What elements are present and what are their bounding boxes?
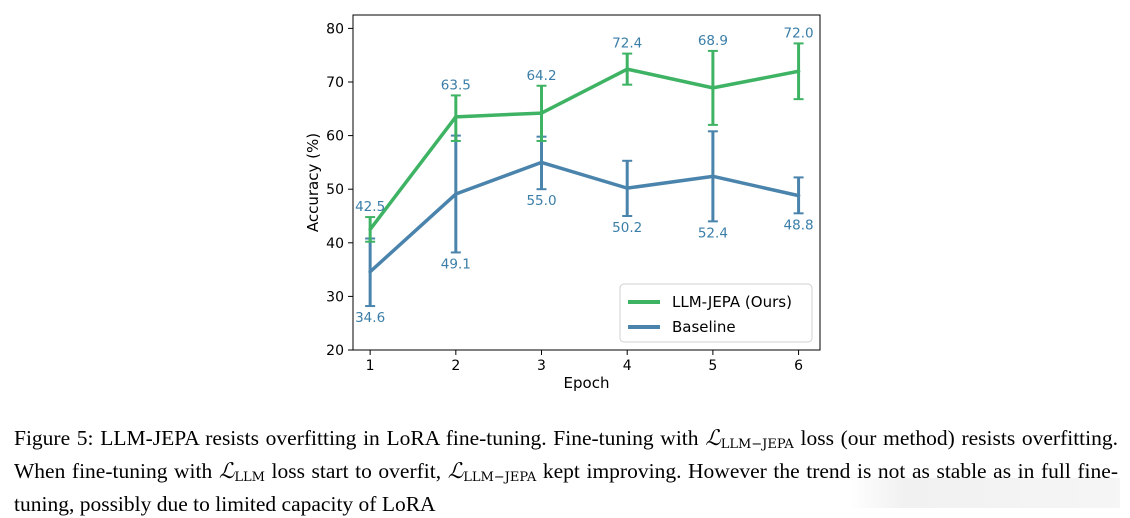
figure-caption: Figure 5: LLM-JEPA resists overfitting i… bbox=[14, 425, 1118, 518]
series-0 bbox=[365, 42, 804, 243]
x-tick-label-0: 1 bbox=[366, 358, 375, 374]
accuracy-line-chart: 20 30 40 50 60 70 80 1 2 3 4 5 6 Epoch Accuracy (%) 42.… bbox=[304, 14, 821, 392]
series-line-0 bbox=[368, 67, 801, 232]
figure: 20 30 40 50 60 70 80 1 2 3 4 5 6 Epoch Accuracy (%) 42.… bbox=[304, 14, 821, 392]
watermark-overlay bbox=[850, 478, 1120, 508]
data-label-1-5: 48.8 bbox=[784, 217, 814, 233]
data-label-0-3: 72.4 bbox=[612, 36, 642, 52]
data-label-0-2: 64.2 bbox=[526, 68, 556, 84]
y-axis-title: Accuracy (%) bbox=[304, 133, 322, 232]
caption-middle-2: loss start to overfit, bbox=[264, 459, 448, 483]
data-label-1-4: 52.4 bbox=[698, 225, 728, 241]
y-tick-label-3: 50 bbox=[326, 182, 344, 198]
legend-label-0: LLM-JEPA (Ours) bbox=[672, 293, 792, 311]
loss-symbol-jepa-2: ℒ bbox=[447, 459, 464, 484]
data-label-0-4: 68.9 bbox=[698, 33, 728, 49]
y-tick-label-2: 40 bbox=[326, 236, 344, 252]
data-label-1-1: 49.1 bbox=[441, 256, 471, 272]
x-tick-label-5: 6 bbox=[794, 358, 803, 374]
data-label-0-5: 72.0 bbox=[784, 25, 814, 41]
x-tick-label-2: 3 bbox=[537, 358, 546, 374]
data-label-0-0: 42.5 bbox=[355, 199, 385, 215]
y-tick-label-6: 80 bbox=[326, 21, 344, 37]
y-tick-label-4: 60 bbox=[326, 129, 344, 145]
legend-label-1: Baseline bbox=[672, 318, 736, 336]
x-tick-label-1: 2 bbox=[451, 358, 460, 374]
loss-subscript-llm: LLM bbox=[234, 470, 265, 485]
data-label-1-2: 55.0 bbox=[526, 193, 556, 209]
series-1 bbox=[365, 130, 804, 308]
caption-prefix: Figure 5: LLM-JEPA resists overfitting i… bbox=[14, 426, 706, 450]
caption-middle-1: loss (our method) resists overfitting. W… bbox=[14, 426, 1118, 483]
y-tick-label-0: 20 bbox=[326, 343, 344, 359]
loss-subscript-jepa: LLM−JEPA bbox=[720, 437, 794, 452]
loss-symbol-jepa: ℒ bbox=[705, 426, 721, 451]
series-line-1 bbox=[368, 160, 801, 274]
loss-subscript-jepa-2: LLM−JEPA bbox=[463, 470, 537, 485]
data-label-0-1: 63.5 bbox=[441, 77, 471, 93]
loss-symbol-llm: ℒ bbox=[218, 459, 235, 484]
data-label-1-3: 50.2 bbox=[612, 220, 642, 236]
data-label-1-0: 34.6 bbox=[355, 310, 385, 326]
caption-suffix: kept improving. However the trend is not… bbox=[14, 459, 1118, 516]
y-tick-label-5: 70 bbox=[326, 75, 344, 91]
legend: LLM-JEPA (Ours) Baseline bbox=[619, 283, 813, 343]
x-tick-label-3: 4 bbox=[623, 358, 632, 374]
x-axis-title: Epoch bbox=[564, 374, 610, 392]
legend-box bbox=[619, 283, 813, 343]
plot-frame bbox=[352, 14, 821, 351]
y-tick-label-1: 30 bbox=[326, 289, 344, 305]
x-tick-label-4: 5 bbox=[708, 358, 717, 374]
